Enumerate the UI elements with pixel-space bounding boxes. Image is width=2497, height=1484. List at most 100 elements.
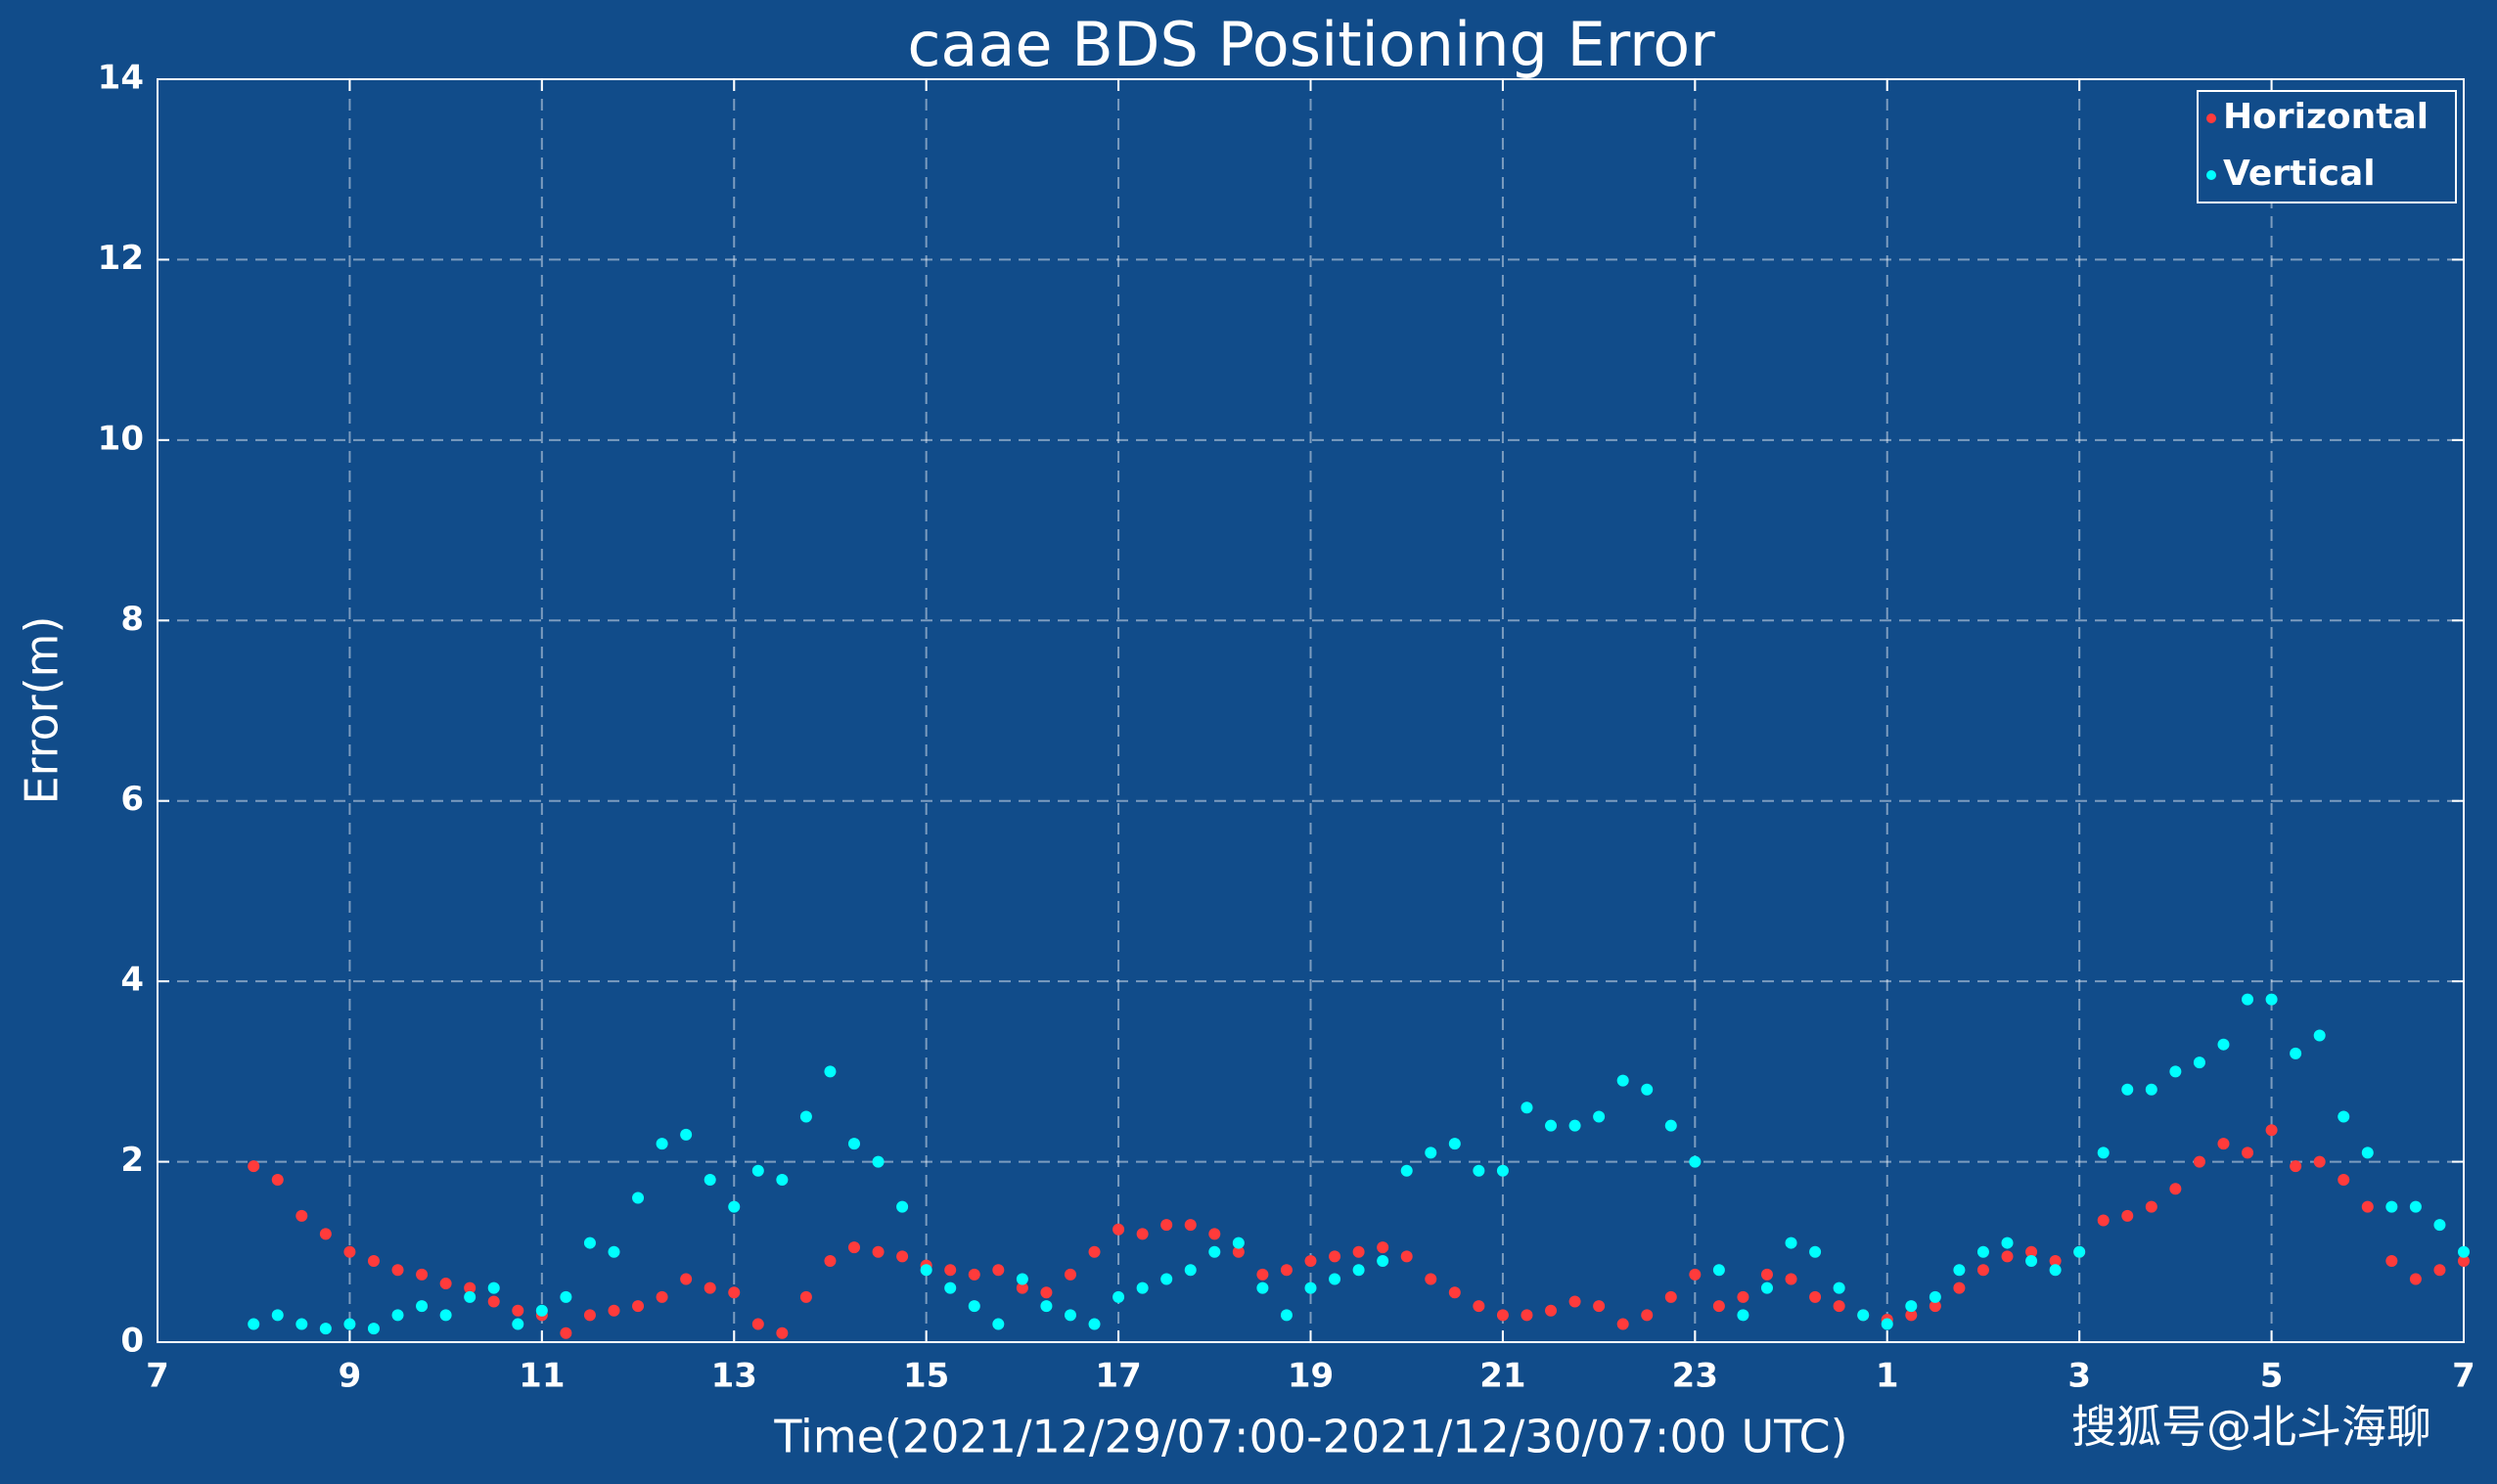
point bbox=[728, 1200, 741, 1213]
point bbox=[2145, 1200, 2157, 1213]
point bbox=[487, 1295, 500, 1308]
point bbox=[1040, 1300, 1053, 1313]
point bbox=[2313, 1029, 2326, 1042]
point bbox=[1208, 1245, 1221, 1258]
point bbox=[680, 1273, 693, 1285]
point bbox=[2458, 1255, 2470, 1268]
point bbox=[271, 1309, 284, 1322]
point bbox=[1352, 1245, 1365, 1258]
x-tick-label: 9 bbox=[339, 1357, 362, 1396]
point bbox=[1809, 1290, 1822, 1303]
x-tick-label: 7 bbox=[2452, 1357, 2475, 1396]
point bbox=[416, 1268, 429, 1281]
point bbox=[944, 1264, 957, 1277]
point bbox=[512, 1304, 524, 1317]
point bbox=[1448, 1286, 1461, 1299]
point bbox=[776, 1327, 789, 1339]
point bbox=[560, 1290, 572, 1303]
point bbox=[728, 1286, 741, 1299]
y-tick-label: 6 bbox=[120, 780, 144, 819]
point bbox=[1929, 1290, 1941, 1303]
point bbox=[1737, 1309, 1749, 1322]
point bbox=[2217, 1138, 2230, 1150]
point bbox=[1184, 1264, 1197, 1277]
point bbox=[2265, 1124, 2278, 1137]
point bbox=[2193, 1057, 2205, 1069]
point bbox=[1329, 1250, 1341, 1263]
point bbox=[1641, 1083, 1654, 1096]
point bbox=[2073, 1245, 2086, 1258]
point bbox=[2169, 1065, 2182, 1078]
point bbox=[248, 1160, 260, 1173]
watermark: 搜狐号@北斗海聊 bbox=[2071, 1401, 2431, 1454]
point bbox=[2145, 1083, 2157, 1096]
point bbox=[295, 1318, 308, 1330]
point bbox=[319, 1228, 332, 1240]
point bbox=[2025, 1245, 2038, 1258]
point bbox=[343, 1318, 356, 1330]
point bbox=[968, 1300, 980, 1313]
point bbox=[2385, 1200, 2398, 1213]
point bbox=[2290, 1160, 2302, 1173]
point bbox=[2290, 1047, 2302, 1059]
point bbox=[632, 1192, 645, 1204]
point bbox=[1016, 1273, 1028, 1285]
point bbox=[2458, 1245, 2470, 1258]
point bbox=[583, 1237, 596, 1249]
point bbox=[824, 1255, 837, 1268]
y-tick-label: 10 bbox=[98, 419, 144, 458]
point bbox=[1112, 1290, 1125, 1303]
point bbox=[464, 1290, 477, 1303]
point bbox=[1760, 1282, 1773, 1294]
point bbox=[920, 1264, 932, 1277]
point bbox=[1160, 1273, 1173, 1285]
y-tick-label: 8 bbox=[120, 600, 144, 639]
point bbox=[1760, 1268, 1773, 1281]
point bbox=[608, 1304, 620, 1317]
point bbox=[2169, 1183, 2182, 1195]
point bbox=[1136, 1228, 1149, 1240]
point bbox=[1905, 1309, 1918, 1322]
point bbox=[1712, 1300, 1725, 1313]
point bbox=[1785, 1237, 1797, 1249]
point bbox=[391, 1264, 404, 1277]
point bbox=[2217, 1038, 2230, 1051]
point bbox=[680, 1128, 693, 1141]
point bbox=[1521, 1102, 1533, 1114]
point bbox=[1232, 1245, 1245, 1258]
point bbox=[1232, 1237, 1245, 1249]
point bbox=[1040, 1286, 1053, 1299]
point bbox=[1280, 1309, 1293, 1322]
point bbox=[560, 1327, 572, 1339]
point bbox=[1496, 1164, 1509, 1177]
point bbox=[1304, 1255, 1317, 1268]
point bbox=[367, 1323, 380, 1335]
point bbox=[1016, 1282, 1028, 1294]
point bbox=[2265, 993, 2278, 1006]
x-tick-label: 11 bbox=[519, 1357, 565, 1396]
point bbox=[1953, 1282, 1966, 1294]
y-axis-label: Error(m) bbox=[16, 616, 68, 805]
point bbox=[1425, 1273, 1437, 1285]
point bbox=[1280, 1264, 1293, 1277]
point bbox=[343, 1245, 356, 1258]
point bbox=[1833, 1300, 1845, 1313]
point bbox=[608, 1245, 620, 1258]
point bbox=[319, 1323, 332, 1335]
point bbox=[1857, 1309, 1870, 1322]
point bbox=[248, 1318, 260, 1330]
point bbox=[1953, 1264, 1966, 1277]
point bbox=[1664, 1290, 1677, 1303]
point bbox=[824, 1065, 837, 1078]
point bbox=[1689, 1155, 1702, 1168]
point bbox=[1112, 1223, 1125, 1236]
point bbox=[751, 1318, 764, 1330]
y-tick-label: 12 bbox=[98, 239, 144, 278]
x-tick-label: 21 bbox=[1479, 1357, 1525, 1396]
legend-marker bbox=[2206, 170, 2216, 180]
plot-frame bbox=[157, 78, 2465, 1343]
point bbox=[1496, 1309, 1509, 1322]
point bbox=[944, 1282, 957, 1294]
point bbox=[2001, 1237, 2014, 1249]
point bbox=[535, 1304, 548, 1317]
